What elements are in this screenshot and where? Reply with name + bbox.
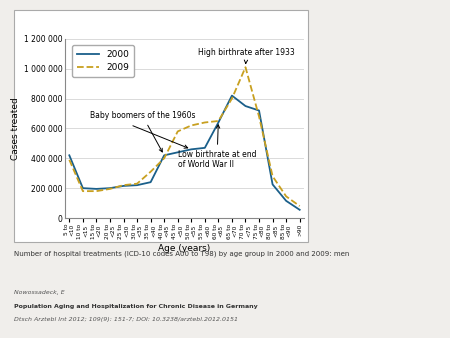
Text: Nowossadeck, E: Nowossadeck, E xyxy=(14,290,64,295)
Text: Low birthrate at end
of World War II: Low birthrate at end of World War II xyxy=(178,125,256,169)
Text: Dtsch Arztebl Int 2012; 109(9): 151-7; DOI: 10.3238/arztebl.2012.0151: Dtsch Arztebl Int 2012; 109(9): 151-7; D… xyxy=(14,317,238,322)
Text: Baby boomers of the 1960s: Baby boomers of the 1960s xyxy=(90,111,195,152)
X-axis label: Age (years): Age (years) xyxy=(158,244,211,254)
Text: FIGURE 1: FIGURE 1 xyxy=(19,15,73,25)
Text: High birthrate after 1933: High birthrate after 1933 xyxy=(198,48,295,64)
Y-axis label: Cases treated: Cases treated xyxy=(10,97,19,160)
Text: Number of hospital treatments (ICD-10 codes A00 to T98) by age group in 2000 and: Number of hospital treatments (ICD-10 co… xyxy=(14,250,349,257)
Text: Population Aging and Hospitalization for Chronic Disease in Germany: Population Aging and Hospitalization for… xyxy=(14,304,257,309)
Legend: 2000, 2009: 2000, 2009 xyxy=(72,45,134,77)
